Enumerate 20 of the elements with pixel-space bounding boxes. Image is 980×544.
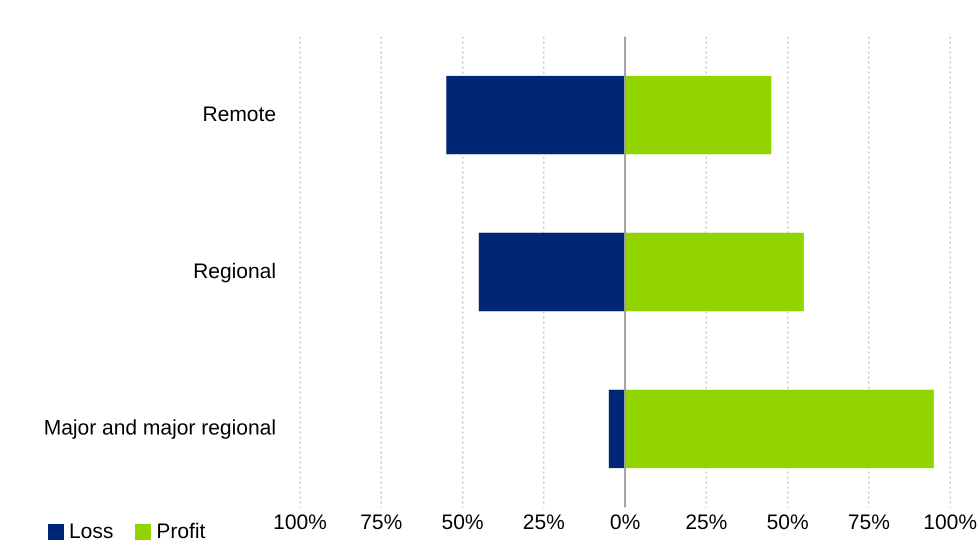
x-tick-label: 50%: [442, 510, 484, 534]
x-tick-label: 100%: [923, 510, 978, 534]
x-tick-label: 75%: [360, 510, 402, 534]
x-tick-label: 25%: [685, 510, 728, 534]
bar: [626, 76, 772, 154]
y-tick-label: Remote: [202, 102, 276, 126]
x-tick-label: 75%: [848, 510, 890, 534]
bar: [608, 390, 624, 468]
y-tick-label: Regional: [193, 260, 276, 283]
legend-label: Profit: [156, 520, 206, 544]
x-tick-label: 100%: [273, 510, 327, 534]
bar: [478, 232, 624, 312]
y-tick-label: Major and major regional: [44, 416, 276, 440]
bar: [626, 390, 934, 468]
x-tick-label: 50%: [766, 510, 809, 534]
bar: [626, 232, 804, 312]
legend-label: Loss: [69, 520, 114, 544]
x-tick-label: 25%: [522, 510, 565, 534]
bar: [446, 76, 624, 154]
x-tick-label: 0%: [610, 510, 640, 534]
